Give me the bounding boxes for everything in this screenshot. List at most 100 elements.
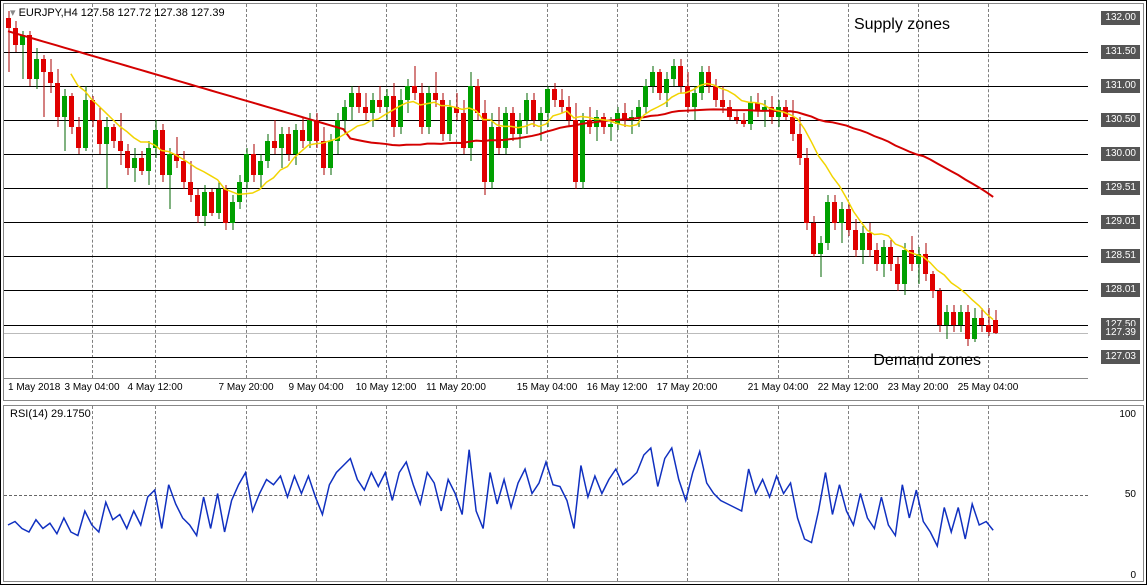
candlestick — [237, 4, 242, 378]
candlestick — [20, 4, 25, 378]
candlestick — [867, 4, 872, 378]
rsi-line — [8, 448, 993, 546]
candlestick — [202, 4, 207, 378]
candlestick — [384, 4, 389, 378]
price-tick-label: 130.50 — [1101, 113, 1140, 127]
candlestick — [881, 4, 886, 378]
candlestick — [762, 4, 767, 378]
candlestick — [853, 4, 858, 378]
rsi-plot-area[interactable] — [4, 406, 1088, 581]
candlestick — [125, 4, 130, 378]
candlestick — [286, 4, 291, 378]
candlestick — [356, 4, 361, 378]
candlestick — [349, 4, 354, 378]
main-price-chart[interactable]: ▾ EURJPY,H4 127.58 127.72 127.38 127.39 … — [3, 3, 1144, 401]
candlestick — [944, 4, 949, 378]
candlestick — [699, 4, 704, 378]
time-tick-label: 3 May 04:00 — [64, 382, 119, 393]
candlestick — [48, 4, 53, 378]
rsi-gridline — [918, 406, 919, 581]
ticker-label: ▾ EURJPY,H4 127.58 127.72 127.38 127.39 — [10, 6, 225, 19]
candlestick — [174, 4, 179, 378]
price-y-axis: 132.00131.50131.00130.50130.00129.51129.… — [1088, 4, 1143, 378]
candlestick — [398, 4, 403, 378]
candlestick — [503, 4, 508, 378]
time-tick-label: 25 May 04:00 — [958, 382, 1019, 393]
rsi-chart[interactable]: RSI(14) 29.1750 100500 — [3, 405, 1144, 582]
rsi-gridline — [848, 406, 849, 581]
candlestick — [587, 4, 592, 378]
candlestick — [629, 4, 634, 378]
price-tick-label: 129.01 — [1101, 215, 1140, 229]
price-tick-label: 130.00 — [1101, 147, 1140, 161]
candlestick — [510, 4, 515, 378]
candlestick — [790, 4, 795, 378]
price-plot-area[interactable] — [4, 4, 1088, 378]
candlestick — [419, 4, 424, 378]
candlestick — [461, 4, 466, 378]
candlestick — [489, 4, 494, 378]
candlestick — [566, 4, 571, 378]
candlestick — [713, 4, 718, 378]
candlestick — [874, 4, 879, 378]
candlestick — [111, 4, 116, 378]
candlestick — [923, 4, 928, 378]
candlestick — [622, 4, 627, 378]
price-tick-label: 127.39 — [1101, 326, 1140, 340]
candlestick — [993, 4, 998, 378]
rsi-gridline — [687, 406, 688, 581]
candlestick — [916, 4, 921, 378]
candlestick — [727, 4, 732, 378]
candlestick — [188, 4, 193, 378]
candlestick — [650, 4, 655, 378]
candlestick — [818, 4, 823, 378]
rsi-gridline — [547, 406, 548, 581]
candlestick — [930, 4, 935, 378]
candlestick — [839, 4, 844, 378]
candlestick — [580, 4, 585, 378]
candlestick — [440, 4, 445, 378]
candlestick — [692, 4, 697, 378]
candlestick — [811, 4, 816, 378]
candlestick — [146, 4, 151, 378]
candlestick — [265, 4, 270, 378]
rsi-y-axis: 100500 — [1088, 406, 1143, 581]
candlestick — [552, 4, 557, 378]
candlestick — [405, 4, 410, 378]
rsi-level-line — [4, 495, 1088, 496]
price-tick-label: 131.50 — [1101, 45, 1140, 59]
candlestick — [363, 4, 368, 378]
rsi-tick-label: 0 — [1126, 569, 1140, 583]
candlestick — [986, 4, 991, 378]
candlestick — [209, 4, 214, 378]
candlestick — [41, 4, 46, 378]
candlestick — [251, 4, 256, 378]
candlestick — [769, 4, 774, 378]
time-tick-label: 4 May 12:00 — [127, 382, 182, 393]
candlestick — [559, 4, 564, 378]
candlestick — [741, 4, 746, 378]
candlestick — [860, 4, 865, 378]
rsi-gridline — [155, 406, 156, 581]
candlestick — [13, 4, 18, 378]
rsi-gridline — [92, 406, 93, 581]
time-tick-label: 23 May 20:00 — [888, 382, 949, 393]
rsi-tick-label: 50 — [1121, 488, 1140, 502]
candlestick — [797, 4, 802, 378]
candlestick — [244, 4, 249, 378]
candlestick — [902, 4, 907, 378]
candlestick — [776, 4, 781, 378]
candlestick — [314, 4, 319, 378]
candlestick — [951, 4, 956, 378]
candlestick — [524, 4, 529, 378]
candlestick — [958, 4, 963, 378]
time-tick-label: 1 May 2018 — [8, 382, 60, 393]
time-tick-label: 11 May 20:00 — [426, 382, 486, 393]
candlestick — [671, 4, 676, 378]
rsi-gridline — [316, 406, 317, 581]
candlestick — [139, 4, 144, 378]
candlestick — [538, 4, 543, 378]
candlestick — [979, 4, 984, 378]
candlestick — [223, 4, 228, 378]
candlestick — [748, 4, 753, 378]
